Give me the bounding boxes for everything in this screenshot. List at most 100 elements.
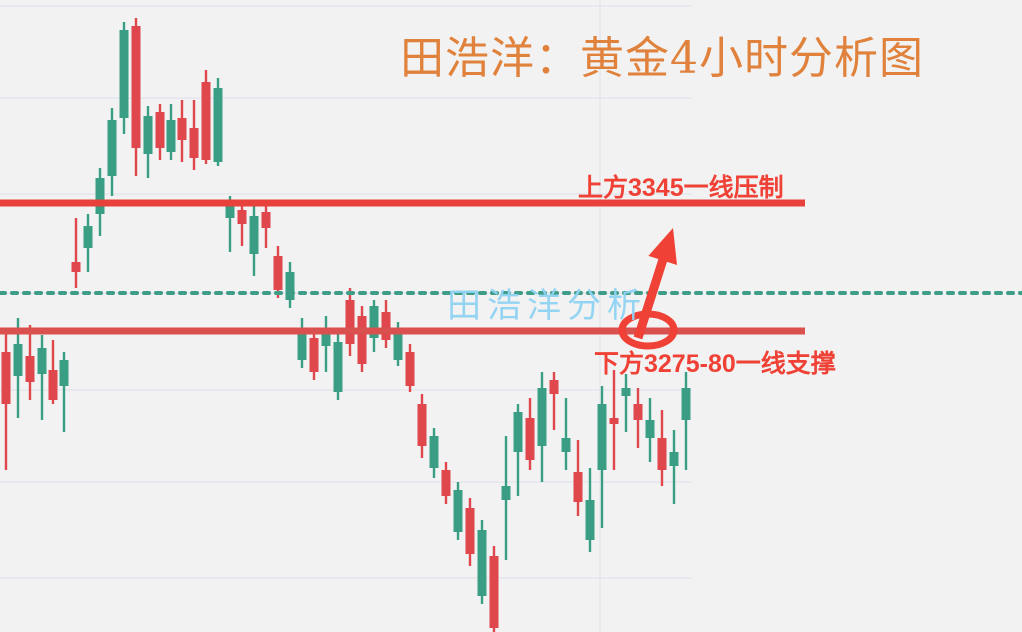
bullish-arrow-shaft <box>633 251 670 340</box>
candle-body <box>429 436 439 468</box>
candlestick <box>477 520 487 604</box>
candle-body <box>573 472 583 502</box>
candlestick <box>441 462 451 504</box>
candle-body <box>405 352 415 386</box>
candle-body <box>393 332 403 360</box>
candle-body <box>107 120 117 176</box>
candle-body <box>25 356 35 382</box>
candle-body <box>369 306 379 338</box>
candlestick <box>513 404 523 496</box>
candlestick <box>297 318 307 368</box>
candle-body <box>465 508 475 554</box>
candle-body <box>441 470 451 496</box>
candlestick <box>645 398 655 462</box>
candle-body <box>177 118 187 140</box>
candle-body <box>285 272 295 300</box>
candle-body <box>273 256 283 290</box>
candlestick <box>166 104 176 160</box>
candlestick <box>333 330 343 400</box>
candle-body <box>477 530 487 596</box>
candlestick <box>657 410 667 486</box>
candle-body <box>237 210 247 224</box>
candle-body <box>345 300 355 344</box>
candle-body <box>261 212 271 228</box>
candlestick <box>155 104 165 160</box>
candlestick <box>177 100 187 162</box>
candle-body <box>597 404 607 470</box>
candlestick <box>25 325 35 400</box>
candlestick <box>585 468 595 552</box>
empty-plot-area <box>692 0 1022 632</box>
candle-body <box>357 316 367 364</box>
candle-body <box>513 412 523 452</box>
candlestick <box>489 546 499 632</box>
candle-body <box>525 418 535 460</box>
candlestick <box>453 482 463 540</box>
candle-body <box>633 404 643 420</box>
candle-body <box>609 418 619 424</box>
candle-body <box>225 204 235 218</box>
candlestick <box>465 498 475 566</box>
candlestick <box>357 306 367 372</box>
candle-body <box>189 128 199 158</box>
candlestick <box>609 370 619 470</box>
candle-body <box>621 388 631 396</box>
candlestick <box>501 436 511 560</box>
candlestick <box>669 430 679 504</box>
candlestick <box>83 214 93 272</box>
candlestick <box>621 374 631 432</box>
candle-body <box>155 112 165 148</box>
candlestick <box>107 108 117 196</box>
candlestick <box>525 398 535 470</box>
candle-body <box>585 500 595 540</box>
candle-body <box>201 82 211 160</box>
candle-body <box>48 370 58 400</box>
candlestick <box>597 386 607 528</box>
candle-body <box>119 30 129 118</box>
candlestick <box>345 288 355 356</box>
candlestick <box>369 300 379 352</box>
candle-body <box>213 88 223 162</box>
candle-body <box>501 486 511 500</box>
candlestick <box>143 106 153 178</box>
candlestick <box>249 206 259 276</box>
bullish-arrow-head <box>648 228 677 265</box>
candle-body <box>249 216 259 254</box>
candle-body <box>131 26 141 148</box>
candle-body <box>417 404 427 446</box>
candle-body <box>37 348 47 374</box>
candle-body <box>1 352 11 404</box>
candlestick <box>273 246 283 298</box>
candle-body <box>669 452 679 466</box>
candlestick <box>537 372 547 482</box>
candlestick <box>1 330 11 470</box>
candle-body <box>333 342 343 392</box>
candle-body <box>681 388 691 420</box>
candle-body <box>645 420 655 438</box>
candlestick <box>13 318 23 418</box>
candle-body <box>489 556 499 628</box>
candlestick <box>309 328 319 380</box>
candle-body <box>549 380 559 394</box>
candle-body <box>561 438 571 452</box>
candle-body <box>71 262 81 272</box>
candlestick <box>237 202 247 246</box>
candlestick <box>429 428 439 478</box>
candle-body <box>309 338 319 372</box>
candle-body <box>166 120 176 152</box>
candlestick <box>285 262 295 308</box>
candle-body <box>537 388 547 446</box>
candlestick <box>681 372 691 470</box>
candlestick <box>561 398 571 470</box>
candlestick <box>48 340 58 404</box>
candlestick <box>59 352 69 432</box>
candlestick <box>131 18 141 176</box>
candlestick <box>71 218 81 288</box>
candle-body <box>657 438 667 470</box>
candlestick <box>633 388 643 448</box>
candlestick <box>261 204 271 248</box>
candle-body <box>95 178 105 214</box>
candlestick <box>189 100 199 170</box>
